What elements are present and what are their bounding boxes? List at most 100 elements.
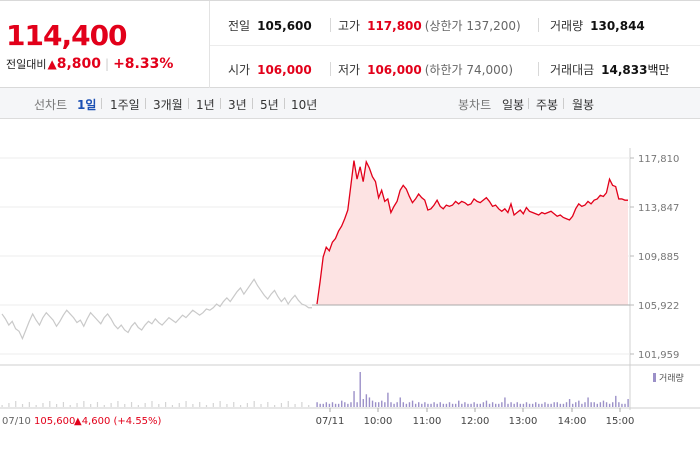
volume-bar [246, 403, 248, 407]
volume-bar [519, 403, 522, 407]
tab-monthly-candle[interactable]: 월봉 [572, 98, 595, 112]
volume-bar [599, 402, 602, 407]
volume-bar [418, 402, 420, 407]
stat-value: 14,833 [601, 63, 648, 77]
volume-bar [578, 400, 580, 407]
divider [528, 98, 529, 109]
tab-1year[interactable]: 1년 [196, 98, 215, 112]
volume-bar [1, 405, 3, 407]
stat-amount: 거래대금 14,833백만 [550, 61, 670, 78]
volume-bar [501, 402, 503, 407]
volume-bar [356, 402, 358, 407]
volume-bar [531, 403, 534, 407]
volume-bar [528, 403, 531, 407]
volume-bar [454, 403, 457, 407]
volume-bar [171, 405, 174, 407]
volume-bar [448, 402, 451, 407]
volume-bar [325, 402, 328, 407]
volume-bar [239, 405, 242, 407]
volume-bar [442, 403, 445, 407]
divider [101, 98, 102, 109]
volume-bar [69, 405, 71, 407]
volume-bar [451, 403, 454, 407]
volume-bar [387, 392, 389, 407]
volume-bar [137, 405, 139, 407]
volume-bar [316, 402, 318, 407]
volume-bar [445, 403, 448, 407]
candle-chart-label: 봉차트 [458, 98, 492, 112]
x-tick-label: 11:00 [413, 416, 442, 427]
divider [538, 18, 539, 32]
volume-bar [260, 404, 262, 407]
x-tick-label: 10:00 [364, 416, 393, 427]
volume-bar [587, 397, 589, 407]
volume-bar [612, 402, 614, 407]
volume-bar [562, 403, 565, 407]
volume-bar [322, 403, 324, 407]
volume-bar [21, 404, 24, 407]
stat-value: 105,600 [257, 19, 312, 33]
volume-bar [399, 397, 401, 407]
tab-daily-candle[interactable]: 일봉 [502, 98, 525, 112]
stat-label: 저가 [338, 63, 361, 77]
volume-bar [233, 402, 235, 407]
chart-tabbar: 선차트 1일 1주일 3개월 1년 3년 5년 10년 봉차트 일봉 주봉 월봉 [0, 88, 700, 119]
volume-bar [618, 402, 620, 407]
volume-bar [294, 404, 296, 407]
volume-bar [393, 403, 395, 407]
volume-bar [15, 401, 17, 407]
tab-weekly-candle[interactable]: 주봉 [536, 98, 559, 112]
volume-bar [491, 402, 494, 407]
volume-bar [83, 401, 85, 407]
volume-bar [494, 403, 497, 407]
volume-bar [547, 403, 549, 407]
volume-bar [473, 402, 475, 407]
divider [220, 98, 221, 109]
volume-bar [350, 402, 352, 407]
volume-bar [28, 402, 30, 407]
quote-header: 114,400 전일대비▲8,800 | +8.33% 전일 105,600 고가 11… [0, 0, 700, 89]
x-axis: 07/10 105,600▲4,600 (+4.55%) 07/11 10:00 11:… [2, 408, 634, 427]
volume-bar [62, 402, 65, 407]
legend-label: 거래량 [659, 372, 684, 384]
current-price: 114,400 [6, 19, 128, 52]
volume-bar [538, 403, 540, 407]
volume-bar [464, 402, 466, 407]
divider [330, 18, 331, 32]
volume-bar [575, 402, 577, 407]
stat-value: 117,800 [367, 19, 422, 33]
volume-bar [568, 399, 571, 407]
tab-1day[interactable]: 1일 [77, 98, 97, 112]
tab-10year[interactable]: 10년 [291, 98, 318, 112]
tab-5year[interactable]: 5년 [260, 98, 279, 112]
stat-value: 106,000 [367, 63, 422, 77]
volume-bar [287, 401, 289, 407]
volume-bar [535, 402, 537, 407]
volume-bar [544, 402, 546, 407]
volume-bar [192, 404, 194, 407]
divider [284, 98, 285, 109]
x-tick-label: 07/11 [316, 416, 345, 427]
tab-1week[interactable]: 1주일 [110, 98, 140, 112]
volume-bar [439, 402, 441, 407]
line-chart-label: 선차트 [34, 98, 68, 112]
volume-bar [510, 402, 512, 407]
volume-bar [525, 402, 528, 407]
volume-bar [185, 401, 187, 407]
volume-bar [550, 403, 552, 407]
stat-value: 130,844 [590, 19, 645, 33]
volume-bar [377, 402, 380, 407]
volume-bar [458, 400, 460, 407]
volume-bar [513, 403, 515, 407]
volume-bar [433, 402, 435, 407]
volume-bar [565, 402, 568, 407]
volume-bar [507, 403, 509, 407]
y-tick-label: 105,922 [638, 301, 679, 312]
volume-bar [96, 402, 99, 407]
divider [563, 98, 564, 109]
volume-bar [411, 400, 414, 407]
volume-bar [362, 399, 364, 407]
volume-bar [615, 395, 617, 407]
tab-3month[interactable]: 3개월 [153, 98, 183, 112]
tab-3year[interactable]: 3년 [228, 98, 247, 112]
